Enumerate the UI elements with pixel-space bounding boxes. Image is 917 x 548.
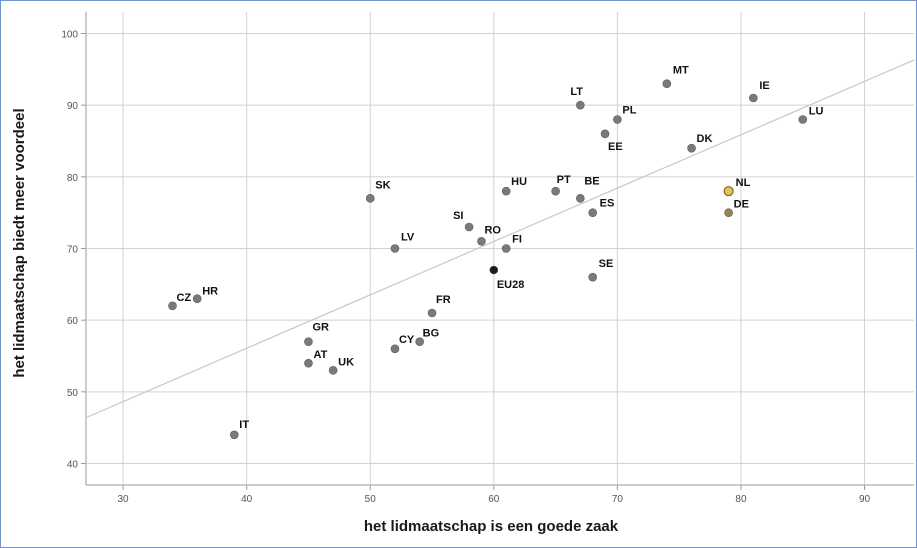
- data-point: [600, 129, 610, 139]
- point-label: ES: [600, 198, 615, 210]
- data-point: [551, 186, 560, 196]
- point-label: IT: [239, 419, 249, 431]
- point-label: SE: [599, 258, 614, 270]
- data-point: [365, 194, 375, 203]
- data-point: [576, 194, 585, 203]
- data-point: [613, 115, 622, 124]
- point-label: MT: [673, 65, 689, 77]
- data-point: [415, 337, 424, 346]
- point-label: GR: [312, 322, 329, 334]
- data-point: [304, 358, 313, 368]
- data-point: [390, 344, 400, 354]
- data-points: [168, 79, 808, 440]
- point-label: UK: [338, 356, 354, 368]
- data-point: [501, 186, 511, 196]
- data-point: [798, 115, 808, 124]
- point-label: HU: [511, 176, 527, 188]
- data-point: [687, 143, 696, 153]
- data-point: [576, 100, 585, 110]
- point-label: EU28: [497, 279, 525, 291]
- point-label: PT: [557, 174, 571, 186]
- grid: [81, 12, 914, 490]
- point-label: LU: [809, 106, 824, 118]
- point-label: IE: [759, 80, 769, 92]
- data-point: [427, 308, 437, 318]
- fit-line: [85, 59, 915, 419]
- point-label: SK: [375, 179, 390, 191]
- y-tick-label: 40: [67, 460, 79, 471]
- data-point: [749, 93, 758, 103]
- data-point: [588, 208, 597, 217]
- x-tick-label: 70: [612, 494, 624, 505]
- x-tick-label: 80: [735, 494, 747, 505]
- y-tick-labels: 40 50 60 70 80 90 100: [61, 30, 78, 471]
- x-tick-label: 50: [365, 494, 377, 505]
- point-label: FR: [436, 294, 451, 306]
- y-axis-title: het lidmaatschap biedt meer voordeel: [11, 108, 28, 377]
- point-label: RO: [484, 224, 501, 236]
- x-tick-label: 40: [241, 494, 253, 505]
- point-label: FI: [512, 234, 522, 246]
- data-point: [464, 222, 474, 232]
- data-point: [390, 244, 400, 253]
- y-tick-label: 100: [61, 30, 78, 41]
- x-tick-label: 60: [488, 494, 500, 505]
- point-label: DK: [697, 133, 713, 145]
- data-point: [328, 366, 338, 375]
- data-point: [304, 337, 313, 346]
- point-label: LT: [570, 86, 583, 98]
- y-tick-label: 60: [67, 316, 79, 327]
- point-label: HR: [202, 286, 218, 298]
- x-axis-title: het lidmaatschap is een goede zaak: [364, 518, 619, 535]
- data-point: [477, 237, 486, 246]
- data-point: [501, 244, 511, 253]
- point-label: LV: [401, 232, 415, 244]
- data-point: [662, 79, 672, 88]
- point-label: SI: [453, 210, 463, 222]
- point-label: AT: [313, 349, 327, 361]
- fit-line-group: [85, 59, 915, 419]
- y-tick-label: 50: [67, 388, 79, 399]
- data-point: [192, 294, 202, 303]
- y-tick-label: 90: [67, 101, 79, 112]
- point-label: CZ: [177, 292, 192, 304]
- data-point: [723, 186, 734, 197]
- data-point: [489, 265, 499, 275]
- point-label: PL: [622, 105, 636, 117]
- x-tick-label: 30: [118, 494, 130, 505]
- point-label: BE: [584, 175, 599, 187]
- point-label: DE: [734, 199, 749, 211]
- data-point: [588, 272, 597, 282]
- point-label: EE: [608, 141, 623, 153]
- data-point: [168, 301, 177, 311]
- point-label: CY: [399, 334, 415, 346]
- data-point: [724, 208, 733, 217]
- y-tick-label: 80: [67, 173, 79, 184]
- y-tick-label: 70: [67, 245, 79, 256]
- x-tick-labels: 30 40 50 60 70 80 90: [118, 494, 871, 505]
- data-point: [229, 430, 239, 440]
- point-label: BG: [423, 328, 440, 340]
- point-label: NL: [736, 177, 751, 189]
- x-tick-label: 90: [859, 494, 871, 505]
